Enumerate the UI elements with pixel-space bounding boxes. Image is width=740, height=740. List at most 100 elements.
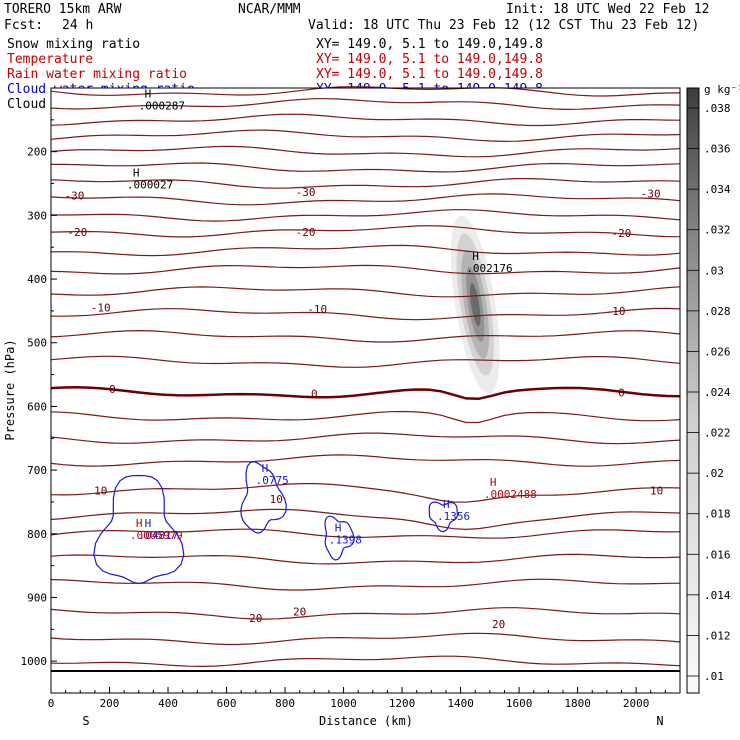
- colorbar-tick-label-4: .018: [704, 508, 731, 521]
- temperature-label-9: 0: [109, 383, 116, 396]
- maximum-value-0: .000027: [127, 179, 173, 192]
- maximum-value-4: .1398: [329, 533, 362, 546]
- colorbar-tick-label-1: .012: [704, 629, 731, 642]
- cloud-water-contour-3: [428, 501, 459, 533]
- temperature-label-14: 10: [650, 484, 663, 497]
- temperature-label-2: -30: [641, 188, 661, 201]
- field-name-0: Snow mixing ratio: [7, 37, 140, 52]
- field-name-1: Temperature: [7, 52, 93, 67]
- x-tick-label-4: 800: [275, 697, 295, 710]
- maximum-marker-2: H: [145, 88, 152, 101]
- temperature-label-11: 0: [618, 386, 625, 399]
- isotherm-line-14: [50, 329, 681, 343]
- isotherm-line-24: [50, 578, 681, 591]
- x-tick-label-9: 1800: [564, 697, 591, 710]
- isotherm-line-15: [50, 355, 681, 368]
- maxima-labels: H.000027H.002176H.000287H.0775H.1398H.13…: [127, 88, 537, 547]
- field-name-2: Rain water mixing ratio: [7, 67, 187, 82]
- center-name: NCAR/MMM: [238, 2, 301, 17]
- valid-time: Valid: 18 UTC Thu 23 Feb 12 (12 CST Thu …: [308, 18, 699, 33]
- x-tick-label-10: 2000: [623, 697, 650, 710]
- field-xy-1: XY= 149.0, 5.1 to 149.0,149.8: [316, 52, 543, 67]
- isotherm-line-21: [50, 508, 681, 531]
- temperature-label-4: -20: [296, 226, 316, 239]
- isotherm-line-7: [50, 193, 681, 206]
- temperature-label-17: 20: [492, 618, 505, 631]
- maximum-value-5: .1356: [437, 510, 470, 523]
- temperature-label-0: -30: [64, 190, 84, 203]
- isotherm-line-26: [50, 632, 681, 646]
- temperature-label-3: -20: [67, 226, 87, 239]
- temperature-label-10: 0: [311, 388, 318, 401]
- maximum-marker-8: H: [136, 517, 143, 530]
- x-axis-south-label: S: [82, 714, 89, 728]
- y-tick-label-4: 600: [27, 400, 47, 413]
- isotherm-line-12: [50, 286, 681, 298]
- colorbar-tick-label-3: .016: [704, 548, 731, 561]
- fcst-label: Fcst:: [4, 18, 43, 33]
- maximum-marker-4: H: [335, 521, 342, 534]
- x-tick-label-7: 1400: [447, 697, 474, 710]
- y-axis-title: Pressure (hPa): [3, 339, 17, 440]
- x-tick-label-2: 400: [158, 697, 178, 710]
- isotherm-line-2: [50, 113, 681, 127]
- isotherm-line-5: [50, 162, 681, 173]
- x-tick-label-1: 200: [100, 697, 120, 710]
- colorbar-tick-label-2: .014: [704, 589, 731, 602]
- y-tick-label-5: 700: [27, 464, 47, 477]
- isotherm-line-6: [50, 178, 681, 189]
- maximum-marker-7: H: [490, 476, 497, 489]
- isotherm-line-25: [50, 607, 681, 620]
- field-xy-0: XY= 149.0, 5.1 to 149.0,149.8: [316, 37, 543, 52]
- isotherm-line-16: [50, 386, 681, 401]
- temperature-label-15: 20: [249, 612, 262, 625]
- y-tick-label-3: 500: [27, 337, 47, 350]
- colorbar-tick-label-0: .01: [704, 670, 724, 683]
- temperature-label-6: -10: [91, 302, 111, 315]
- colorbar-tick-label-8: .026: [704, 345, 731, 358]
- plot-background: [51, 88, 680, 693]
- colorbar: g kg⁻¹ .01 .012 .014 .016 .018 .02 .022 .024 .02…: [686, 83, 740, 694]
- colorbar-ticks: .01 .012 .014 .016 .018 .02 .022 .024 .026 .028 .0…: [687, 102, 731, 683]
- isotherm-line-10: [50, 244, 681, 257]
- colorbar-tick-label-14: .038: [704, 102, 731, 115]
- isotherm-line-11: [50, 264, 681, 275]
- y-tick-label-8: 1000: [21, 655, 48, 668]
- colorbar-tick-label-5: .02: [704, 467, 724, 480]
- cloud-water-contours: [93, 461, 459, 585]
- temperature-label-13: 10: [270, 493, 283, 506]
- isotherm-line-13: [50, 307, 681, 321]
- x-tick-label-5: 1000: [330, 697, 357, 710]
- temperature-label-8: -10: [606, 305, 626, 318]
- colorbar-tick-label-13: .036: [704, 143, 731, 156]
- colorbar-tick-label-9: .028: [704, 305, 731, 318]
- y-tick-label-6: 800: [27, 528, 47, 541]
- colorbar-tick-label-7: .024: [704, 386, 731, 399]
- isotherm-line-17: [50, 410, 681, 424]
- isotherm-line-19: [50, 454, 681, 467]
- plot-area: -30 -30 -30 -20 -20 -20 -10 -10 -10 0 0 0 10 10 10 20 20…: [21, 86, 681, 710]
- isotherm-line-18: [50, 432, 681, 445]
- maximum-marker-1: H: [472, 250, 479, 263]
- temperature-label-1: -30: [296, 186, 316, 199]
- x-tick-label-6: 1200: [389, 697, 416, 710]
- fcst-value: 24 h: [62, 18, 93, 33]
- temperature-label-5: -20: [612, 227, 632, 240]
- y-tick-label-1: 300: [27, 209, 47, 222]
- colorbar-tick-label-12: .034: [704, 183, 731, 196]
- x-axis-title: Distance (km): [319, 714, 413, 728]
- maximum-marker-5: H: [443, 498, 450, 511]
- x-tick-label-3: 600: [217, 697, 237, 710]
- isotherm-line-1: [50, 98, 681, 111]
- maximum-value-2: .000287: [139, 100, 185, 113]
- maximum-value-3: .0775: [256, 474, 289, 487]
- maximum-marker-6: H: [145, 517, 152, 530]
- colorbar-tick-label-6: .022: [704, 427, 731, 440]
- y-tick-label-0: 200: [27, 146, 47, 159]
- maximum-value-1: .002176: [466, 262, 512, 275]
- colorbar-gradient: [686, 87, 700, 694]
- cloud-water-contour-1: [240, 461, 287, 534]
- colorbar-tick-label-11: .032: [704, 224, 731, 237]
- colorbar-unit: g kg⁻¹: [704, 83, 740, 96]
